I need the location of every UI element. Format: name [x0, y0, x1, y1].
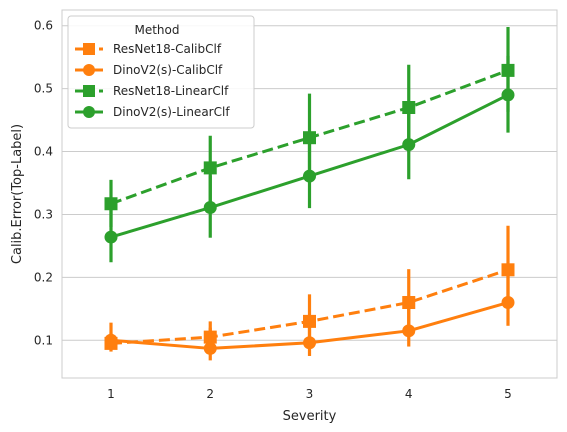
- series: [104, 26, 515, 361]
- legend-marker: [83, 43, 95, 55]
- x-tick-label: 4: [405, 387, 413, 401]
- data-point: [501, 263, 515, 277]
- x-tick-labels: 1 2 3 4 5: [107, 387, 512, 401]
- data-point: [303, 336, 316, 350]
- y-tick-label: 0.4: [34, 145, 53, 159]
- legend: Method ResNet18-CalibClf DinoV2(s)-CalibC…: [67, 15, 255, 129]
- series-1: [104, 274, 515, 361]
- legend-title: Method: [134, 23, 179, 37]
- data-point: [501, 296, 515, 310]
- x-tick-label: 2: [206, 387, 214, 401]
- legend-marker: [83, 85, 95, 97]
- y-tick-label: 0.3: [34, 207, 53, 221]
- data-point: [501, 88, 515, 102]
- data-point: [104, 230, 118, 244]
- data-point: [402, 138, 416, 152]
- legend-item: ResNet18-CalibClf: [75, 42, 222, 56]
- data-point: [203, 161, 217, 175]
- legend-box: [67, 15, 255, 129]
- data-point: [203, 201, 217, 215]
- data-point: [104, 333, 118, 347]
- legend-item: ResNet18-LinearClf: [75, 84, 229, 98]
- legend-label: DinoV2(s)-CalibClf: [113, 63, 223, 77]
- y-tick-label: 0.2: [34, 270, 53, 284]
- x-tick-label: 3: [306, 387, 314, 401]
- x-axis-label: Severity: [283, 409, 337, 424]
- legend-item: DinoV2(s)-CalibClf: [75, 63, 223, 77]
- y-tick-label: 0.6: [34, 19, 53, 33]
- x-tick-label: 1: [107, 387, 115, 401]
- legend-marker: [83, 64, 95, 76]
- data-point: [203, 341, 217, 355]
- plot-frame: [61, 9, 558, 379]
- series-3: [104, 55, 515, 263]
- y-tick-labels: 0.1 0.2 0.3 0.4 0.5 0.6: [34, 19, 53, 348]
- data-point: [303, 314, 316, 328]
- data-point: [402, 101, 416, 115]
- y-axis-label: Calib.Error(Top-Label): [10, 124, 25, 264]
- legend-marker: [83, 106, 95, 118]
- y-tick-label: 0.1: [34, 333, 53, 347]
- y-tick-label: 0.5: [34, 82, 53, 96]
- data-point: [303, 169, 316, 183]
- legend-item: DinoV2(s)-LinearClf: [75, 105, 230, 119]
- data-point: [104, 197, 118, 211]
- data-point: [303, 131, 316, 145]
- x-tick-label: 5: [504, 387, 512, 401]
- legend-label: DinoV2(s)-LinearClf: [113, 105, 230, 119]
- legend-label: ResNet18-LinearClf: [113, 84, 229, 98]
- data-point: [402, 324, 416, 338]
- data-point: [402, 296, 416, 310]
- legend-items: ResNet18-CalibClf DinoV2(s)-CalibClf ResNe…: [75, 42, 230, 119]
- legend-label: ResNet18-CalibClf: [113, 42, 222, 56]
